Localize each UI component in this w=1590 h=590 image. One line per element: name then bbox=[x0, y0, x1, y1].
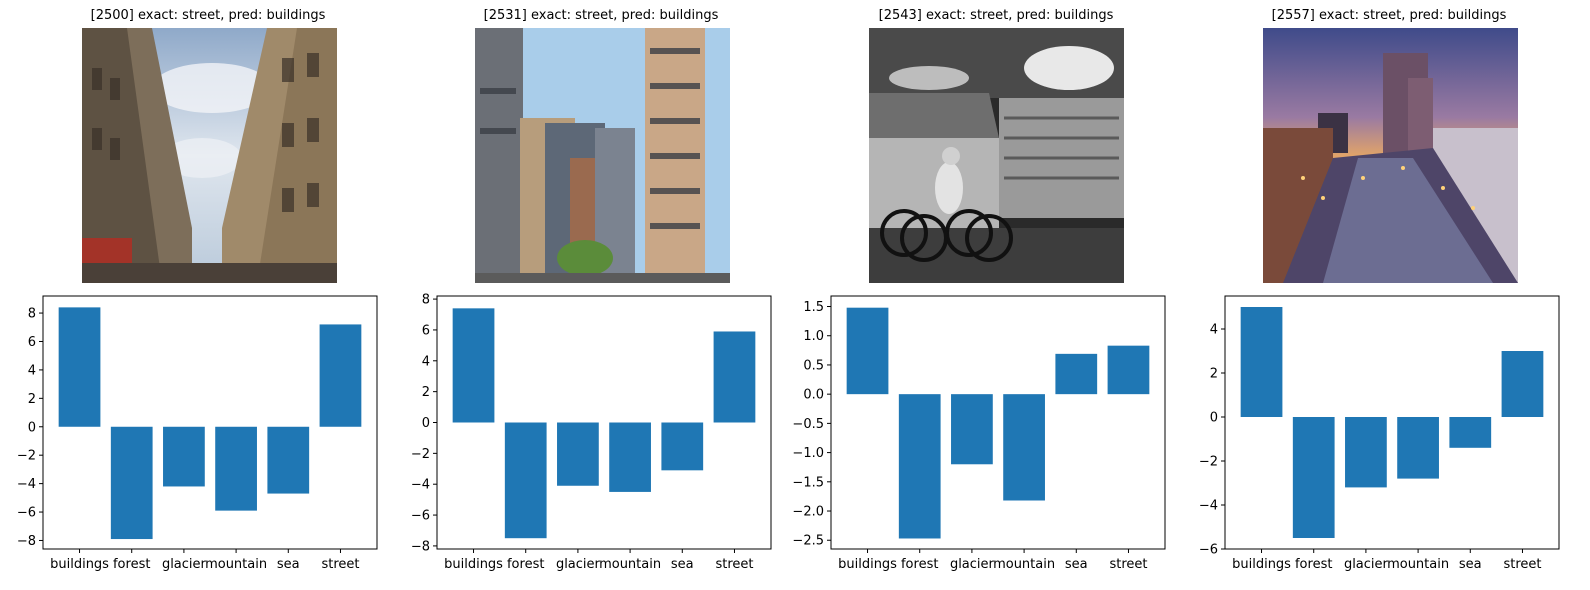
axes-frame bbox=[436, 295, 772, 550]
bar-sea bbox=[1055, 353, 1098, 395]
y-tick-label: −6 bbox=[17, 506, 36, 521]
x-tick-label: forest bbox=[113, 557, 150, 572]
bar-mountain bbox=[215, 426, 257, 511]
x-tick-label: sea bbox=[277, 557, 300, 572]
x-tick-label: sea bbox=[1459, 557, 1482, 572]
bar-mountain bbox=[609, 422, 651, 492]
x-tick-label: buildings bbox=[1232, 557, 1291, 572]
y-tick-label: −2.5 bbox=[792, 534, 824, 549]
y-tick-label: −4 bbox=[1199, 499, 1218, 514]
bar-sea bbox=[267, 426, 310, 494]
x-tick-label: mountain bbox=[599, 557, 661, 572]
y-tick-label: 6 bbox=[422, 323, 430, 338]
y-tick-label: 8 bbox=[422, 293, 430, 308]
bar-street bbox=[1107, 345, 1150, 395]
panel-title: [2500] exact: street, pred: buildings bbox=[90, 8, 326, 23]
bar-buildings bbox=[1240, 307, 1283, 417]
bar-buildings bbox=[846, 307, 889, 395]
x-tick-label: forest bbox=[507, 557, 544, 572]
x-tick-label: sea bbox=[1065, 557, 1088, 572]
bar-mountain bbox=[1003, 394, 1045, 501]
bar-forest bbox=[898, 394, 941, 539]
bar-sea bbox=[661, 422, 704, 471]
chart-2: buildings forest glacier mountain sea street 1… bbox=[792, 295, 1166, 572]
street-photo bbox=[475, 28, 730, 283]
x-tick-label: glacier bbox=[162, 557, 207, 572]
y-tick-label: 0 bbox=[422, 416, 430, 431]
bar-forest bbox=[110, 426, 153, 540]
street-photo bbox=[82, 28, 337, 283]
bar-glacier bbox=[1345, 417, 1387, 488]
y-tick-label: 0.5 bbox=[803, 358, 824, 373]
y-tick-label: 4 bbox=[28, 363, 36, 378]
panel-title: [2531] exact: street, pred: buildings bbox=[483, 8, 719, 23]
x-tick-label: buildings bbox=[838, 557, 897, 572]
x-tick-label: forest bbox=[1295, 557, 1332, 572]
y-tick-label: 2 bbox=[28, 392, 36, 407]
y-tick-label: −2.0 bbox=[792, 505, 824, 520]
x-tick-label: mountain bbox=[205, 557, 267, 572]
y-tick-label: −1.5 bbox=[792, 475, 824, 490]
y-tick-label: 2 bbox=[422, 385, 430, 400]
x-tick-label: buildings bbox=[444, 557, 503, 572]
chart-1: buildings forest glacier mountain sea street 8… bbox=[411, 293, 772, 572]
x-tick-label: glacier bbox=[950, 557, 995, 572]
axes-frame bbox=[42, 295, 378, 550]
bar-forest bbox=[504, 422, 547, 539]
y-tick-label: 8 bbox=[28, 307, 36, 322]
bar-glacier bbox=[163, 426, 205, 487]
y-tick-label: 4 bbox=[1210, 323, 1218, 338]
y-tick-label: −2 bbox=[1199, 455, 1218, 470]
y-tick-label: −2 bbox=[17, 449, 36, 464]
panel-title: [2543] exact: street, pred: buildings bbox=[878, 8, 1114, 23]
y-tick-label: −8 bbox=[17, 534, 36, 549]
x-tick-label: sea bbox=[671, 557, 694, 572]
y-tick-label: 0 bbox=[1210, 411, 1218, 426]
x-tick-label: buildings bbox=[50, 557, 109, 572]
x-tick-label: mountain bbox=[1387, 557, 1449, 572]
y-tick-label: 0 bbox=[28, 420, 36, 435]
bar-buildings bbox=[58, 307, 101, 427]
bar-mountain bbox=[1397, 417, 1439, 479]
bar-glacier bbox=[951, 394, 993, 465]
bar-sea bbox=[1449, 417, 1492, 448]
y-tick-label: −4 bbox=[17, 477, 36, 492]
y-tick-label: −6 bbox=[1199, 543, 1218, 558]
x-tick-label: street bbox=[1109, 557, 1147, 572]
y-tick-label: 1.0 bbox=[803, 329, 824, 344]
x-tick-label: glacier bbox=[556, 557, 601, 572]
bar-street bbox=[1501, 351, 1544, 417]
x-tick-label: forest bbox=[901, 557, 938, 572]
y-tick-label: −8 bbox=[411, 539, 430, 554]
y-tick-label: 0.0 bbox=[803, 388, 824, 403]
y-tick-label: −2 bbox=[411, 447, 430, 462]
bar-glacier bbox=[557, 422, 599, 486]
x-tick-label: street bbox=[1503, 557, 1541, 572]
street-photo bbox=[1263, 28, 1518, 283]
y-tick-label: −1.0 bbox=[792, 446, 824, 461]
y-tick-label: 6 bbox=[28, 335, 36, 350]
bar-street bbox=[713, 331, 756, 423]
y-tick-label: −6 bbox=[411, 509, 430, 524]
panel-title: [2557] exact: street, pred: buildings bbox=[1271, 8, 1507, 23]
bar-buildings bbox=[452, 308, 495, 423]
axes-frame bbox=[830, 295, 1166, 550]
street-photo bbox=[869, 28, 1124, 283]
y-tick-label: −4 bbox=[411, 478, 430, 493]
y-tick-label: −0.5 bbox=[792, 417, 824, 432]
y-tick-label: 4 bbox=[422, 354, 430, 369]
chart-0: buildings forest glacier mountain sea street 8… bbox=[17, 295, 378, 572]
x-tick-label: street bbox=[715, 557, 753, 572]
y-tick-label: 2 bbox=[1210, 367, 1218, 382]
bar-forest bbox=[1292, 417, 1335, 538]
bar-street bbox=[319, 324, 362, 427]
axes-frame bbox=[1224, 295, 1560, 550]
x-tick-label: street bbox=[321, 557, 359, 572]
x-tick-label: glacier bbox=[1344, 557, 1389, 572]
x-tick-label: mountain bbox=[993, 557, 1055, 572]
y-tick-label: 1.5 bbox=[803, 300, 824, 315]
chart-3: buildings forest glacier mountain sea street 4… bbox=[1199, 295, 1560, 572]
